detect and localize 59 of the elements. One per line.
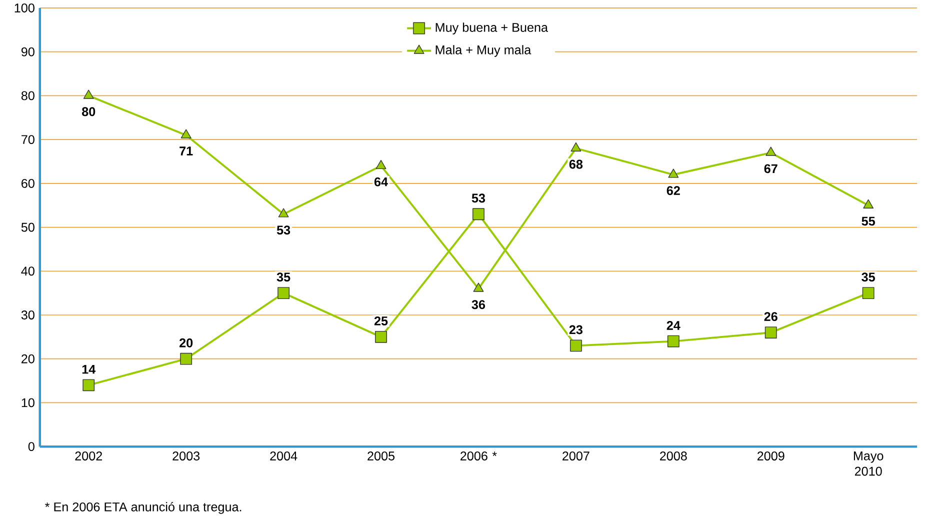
point (180, 129, 192, 138)
y-tick-label: 90 (21, 47, 34, 56)
point (472, 208, 484, 220)
data-label: 67 (764, 164, 778, 173)
y-tick-label: 0 (28, 442, 34, 451)
point (863, 199, 874, 208)
point (376, 160, 386, 169)
data-label: 26 (764, 312, 778, 321)
y-tick-label: 50 (21, 222, 34, 232)
x-tick-label: 2005 (368, 451, 395, 460)
point (764, 326, 777, 338)
data-label: 35 (862, 272, 875, 282)
y-tick-label: 60 (22, 178, 34, 188)
data-label: 68 (569, 160, 583, 169)
point (180, 352, 192, 365)
point (375, 330, 387, 343)
point (862, 286, 874, 299)
data-label: 14 (82, 364, 96, 374)
x-tick-label: 2006 * (460, 451, 497, 460)
point (570, 340, 582, 352)
x-tick-label: 2007 (562, 451, 590, 460)
point (82, 379, 95, 391)
point (766, 146, 776, 156)
y-tick-label: 40 (21, 266, 34, 276)
x-tick-label: 2003 (172, 451, 200, 460)
point (570, 142, 582, 152)
text: * En 2006 ETA anunció una tregua. (45, 502, 242, 514)
data-label: 53 (276, 225, 290, 234)
data-label: 25 (374, 316, 388, 326)
x-tick-label: 2002 (75, 451, 102, 460)
point (83, 90, 94, 99)
y-tick-label: 100 (14, 3, 34, 12)
legend-label: Mala + Muy mala (436, 44, 532, 57)
point (278, 208, 289, 218)
y-tick-label: 80 (21, 91, 34, 100)
y-tick-label: 30 (21, 310, 34, 320)
data-label: 20 (180, 338, 193, 348)
point (668, 168, 679, 178)
y-tick-label: 10 (22, 398, 34, 408)
point (473, 282, 484, 292)
data-label: 71 (180, 146, 193, 156)
x-tick-label: 2004 (270, 451, 298, 460)
data-label: 64 (374, 177, 388, 186)
data-label: 23 (569, 325, 582, 334)
data-label: 24 (666, 320, 680, 330)
data-label: 62 (666, 186, 680, 195)
data-label: 36 (472, 300, 486, 309)
data-label: 55 (862, 216, 875, 226)
y-tick-label: 70 (22, 134, 34, 144)
x-tick-label: 2008 (660, 451, 687, 460)
data-label: 35 (276, 272, 290, 282)
point (667, 335, 680, 348)
data-label: 80 (82, 107, 96, 116)
y-tick-label: 20 (22, 354, 34, 364)
point (278, 286, 290, 299)
data-label: 53 (472, 194, 486, 202)
legend-label: Muy buena + Buena (436, 22, 548, 34)
x-tick-label: 2009 (757, 451, 784, 460)
x-tick-label: Mayo 2010 (854, 451, 884, 476)
